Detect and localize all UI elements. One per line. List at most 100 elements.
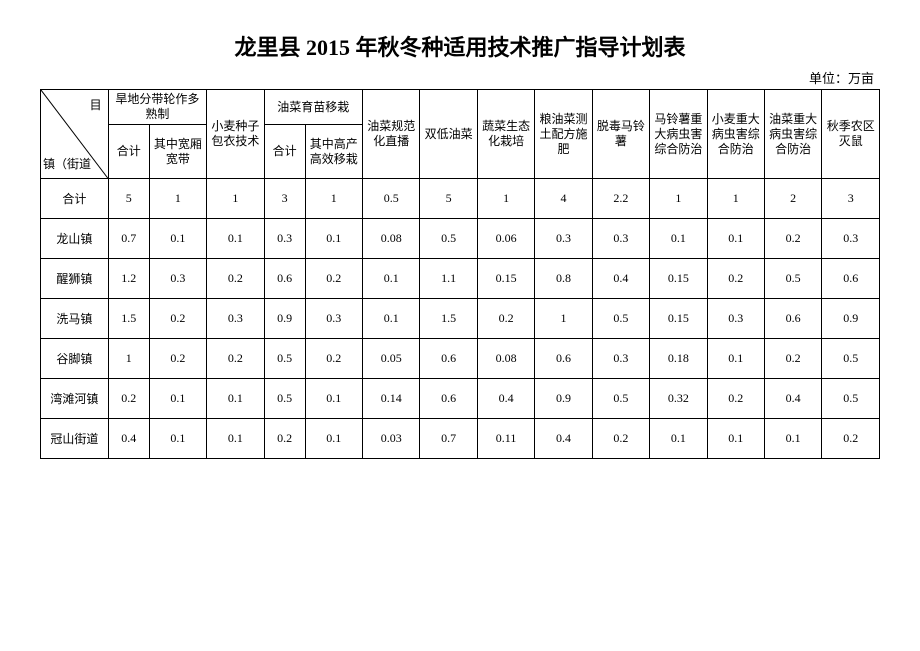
row-label: 合计 [41, 179, 109, 219]
cell: 1 [477, 179, 534, 219]
cell: 0.3 [264, 219, 305, 259]
cell: 0.06 [477, 219, 534, 259]
cell: 0.5 [264, 339, 305, 379]
cell: 0.3 [149, 259, 206, 299]
cell: 0.5 [822, 339, 880, 379]
cell: 0.4 [108, 419, 149, 459]
cell: 0.1 [363, 299, 420, 339]
cell: 0.1 [707, 219, 764, 259]
unit-label: 单位：万亩 [40, 68, 880, 87]
row-label: 龙山镇 [41, 219, 109, 259]
cell: 0.32 [650, 379, 707, 419]
cell: 0.7 [108, 219, 149, 259]
cell: 0.2 [305, 259, 362, 299]
table-body: 合计511310.55142.21123龙山镇0.70.10.10.30.10.… [41, 179, 880, 459]
cell: 0.5 [592, 299, 649, 339]
cell: 0.15 [477, 259, 534, 299]
diag-top-label: 目 [90, 96, 102, 113]
cell: 0.1 [764, 419, 821, 459]
cell: 0.2 [264, 419, 305, 459]
cell: 0.2 [149, 339, 206, 379]
cell: 0.6 [420, 379, 477, 419]
cell: 0.2 [207, 339, 264, 379]
cell: 0.1 [305, 219, 362, 259]
cell: 0.2 [305, 339, 362, 379]
cell: 1.2 [108, 259, 149, 299]
cell: 2 [764, 179, 821, 219]
cell: 0.3 [592, 339, 649, 379]
cell: 0.1 [149, 379, 206, 419]
hdr-col10: 脱毒马铃薯 [592, 90, 649, 179]
table-row: 湾滩河镇0.20.10.10.50.10.140.60.40.90.50.320… [41, 379, 880, 419]
cell: 0.2 [108, 379, 149, 419]
cell: 0.6 [264, 259, 305, 299]
cell: 0.3 [707, 299, 764, 339]
hdr-col7: 双低油菜 [420, 90, 477, 179]
cell: 2.2 [592, 179, 649, 219]
cell: 3 [822, 179, 880, 219]
hdr-col11: 马铃薯重大病虫害综合防治 [650, 90, 707, 179]
cell: 0.08 [477, 339, 534, 379]
cell: 0.2 [707, 379, 764, 419]
cell: 0.5 [822, 379, 880, 419]
cell: 0.2 [764, 339, 821, 379]
cell: 0.1 [305, 419, 362, 459]
row-label: 谷脚镇 [41, 339, 109, 379]
hdr-g2-sub2: 其中高产高效移栽 [305, 125, 362, 179]
cell: 0.3 [207, 299, 264, 339]
cell: 0.4 [764, 379, 821, 419]
cell: 0.1 [207, 219, 264, 259]
cell: 0.3 [822, 219, 880, 259]
cell: 1 [707, 179, 764, 219]
cell: 0.18 [650, 339, 707, 379]
cell: 0.1 [707, 339, 764, 379]
cell: 0.4 [477, 379, 534, 419]
cell: 4 [535, 179, 592, 219]
hdr-g1-sub1: 合计 [108, 125, 149, 179]
hdr-col9: 粮油菜测土配方施肥 [535, 90, 592, 179]
diag-header: 目 镇（街道 [41, 90, 109, 179]
cell: 0.4 [592, 259, 649, 299]
cell: 0.5 [764, 259, 821, 299]
row-label: 洗马镇 [41, 299, 109, 339]
cell: 0.2 [477, 299, 534, 339]
cell: 0.15 [650, 299, 707, 339]
cell: 0.1 [650, 419, 707, 459]
cell: 0.2 [592, 419, 649, 459]
hdr-g2-sub1: 合计 [264, 125, 305, 179]
cell: 0.5 [264, 379, 305, 419]
cell: 0.05 [363, 339, 420, 379]
row-label: 冠山街道 [41, 419, 109, 459]
hdr-col14: 秋季农区灭鼠 [822, 90, 880, 179]
cell: 0.1 [149, 219, 206, 259]
cell: 1 [305, 179, 362, 219]
cell: 0.5 [420, 219, 477, 259]
cell: 1 [535, 299, 592, 339]
row-label: 湾滩河镇 [41, 379, 109, 419]
cell: 0.5 [363, 179, 420, 219]
hdr-col3: 小麦种子包衣技术 [207, 90, 264, 179]
cell: 0.2 [822, 419, 880, 459]
cell: 0.3 [535, 219, 592, 259]
hdr-group2: 油菜育苗移栽 [264, 90, 362, 125]
cell: 0.3 [592, 219, 649, 259]
table-row: 谷脚镇10.20.20.50.20.050.60.080.60.30.180.1… [41, 339, 880, 379]
cell: 0.5 [592, 379, 649, 419]
cell: 1.5 [108, 299, 149, 339]
hdr-col12: 小麦重大病虫害综合防治 [707, 90, 764, 179]
cell: 5 [108, 179, 149, 219]
cell: 0.8 [535, 259, 592, 299]
cell: 1 [149, 179, 206, 219]
cell: 0.1 [707, 419, 764, 459]
cell: 1.5 [420, 299, 477, 339]
cell: 0.03 [363, 419, 420, 459]
cell: 0.14 [363, 379, 420, 419]
cell: 0.2 [149, 299, 206, 339]
cell: 0.3 [305, 299, 362, 339]
page-title: 龙里县 2015 年秋冬种适用技术推广指导计划表 [40, 30, 880, 62]
cell: 0.4 [535, 419, 592, 459]
cell: 0.15 [650, 259, 707, 299]
cell: 0.1 [207, 419, 264, 459]
table-row: 龙山镇0.70.10.10.30.10.080.50.060.30.30.10.… [41, 219, 880, 259]
cell: 0.9 [264, 299, 305, 339]
